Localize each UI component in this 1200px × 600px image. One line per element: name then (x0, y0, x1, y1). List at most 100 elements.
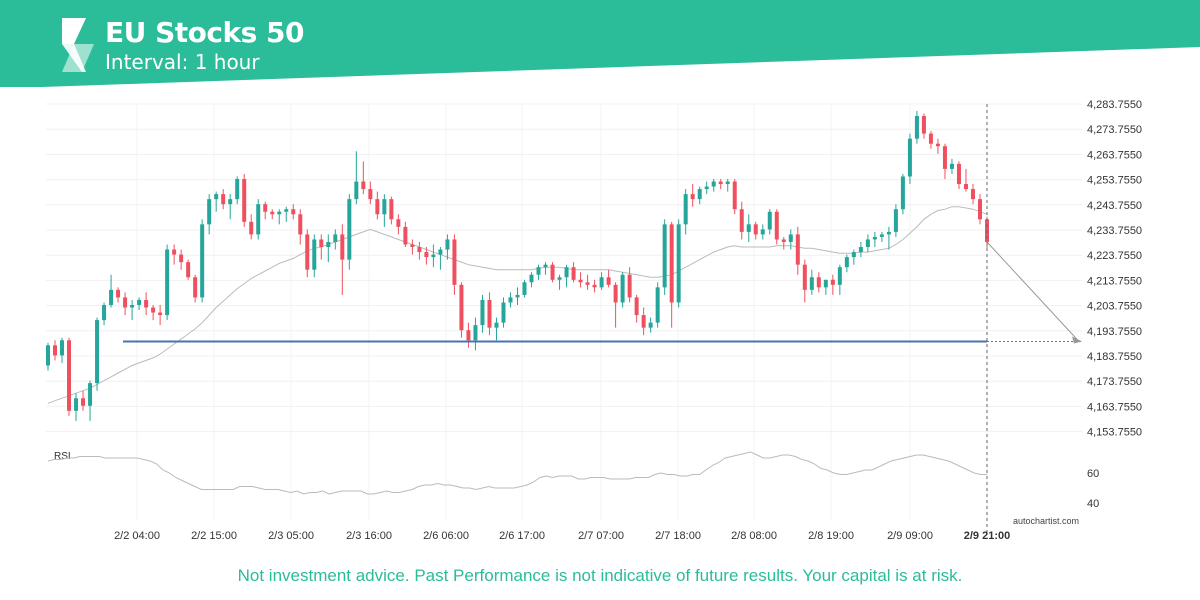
candle (368, 181, 373, 205)
candle-body (788, 234, 793, 242)
candle (228, 194, 233, 220)
candle (858, 241, 863, 258)
candle-body (438, 249, 443, 255)
candle (669, 221, 674, 328)
candle (81, 390, 86, 411)
candle-body (900, 176, 905, 210)
candle-body (921, 115, 926, 134)
candle-body (389, 199, 394, 220)
rsi-label: RSI (54, 451, 71, 462)
candle-body (291, 209, 296, 215)
candle (578, 272, 583, 288)
candle (795, 226, 800, 275)
candle-body (270, 211, 275, 215)
candle-body (704, 186, 709, 190)
candle-body (956, 163, 961, 185)
candle (186, 259, 191, 280)
candle-body (417, 247, 422, 253)
time-tick-label: 2/9 21:00 (964, 530, 1010, 542)
candle-body (949, 163, 954, 169)
time-tick-label: 2/7 18:00 (655, 530, 701, 542)
candle-body (256, 204, 261, 235)
candle (270, 209, 275, 220)
candle (732, 178, 737, 215)
candle-body (851, 252, 856, 258)
candle-body (641, 315, 646, 328)
candle (655, 282, 660, 328)
candle (242, 173, 247, 227)
candle (900, 173, 905, 215)
candle (508, 292, 513, 308)
candle-body (88, 383, 93, 406)
time-tick-label: 2/7 07:00 (578, 530, 624, 542)
candle-body (494, 322, 499, 328)
candle-body (627, 274, 632, 298)
candle-body (606, 277, 611, 285)
price-axis: 4,283.7550 4,273.7550 4,263.7550 4,253.7550… (1087, 99, 1142, 439)
candle-body (214, 194, 219, 200)
candle-body (893, 209, 898, 232)
candle (354, 151, 359, 205)
candle-body (46, 345, 50, 366)
candle-body (977, 199, 982, 220)
candle-body (382, 199, 387, 215)
candle-body (487, 299, 492, 328)
candle (67, 337, 72, 416)
time-tick-label: 2/2 04:00 (114, 530, 160, 542)
candle-body (697, 189, 702, 200)
time-tick-label: 2/2 15:00 (191, 530, 237, 542)
candle (620, 272, 625, 308)
candle (718, 178, 723, 190)
page-title: EU Stocks 50 (105, 16, 305, 49)
candle (333, 229, 338, 250)
candle (60, 337, 65, 363)
candle (424, 247, 429, 265)
candle (711, 178, 716, 192)
candle (886, 226, 891, 250)
candle (879, 231, 884, 242)
ma-line (47, 206, 988, 404)
candle-body (655, 287, 660, 323)
candle-body (872, 236, 877, 240)
rsi-panel: RSI 60 40 (47, 451, 1099, 510)
time-tick-label: 2/8 08:00 (731, 530, 777, 542)
candle (144, 292, 149, 316)
candle-body (354, 181, 359, 200)
candle-body (319, 239, 324, 248)
candle-body (403, 226, 408, 245)
chart-overlay (123, 104, 1082, 532)
candle-body (725, 181, 730, 185)
header-background (0, 0, 1200, 87)
candle-body (879, 234, 884, 237)
candle (326, 234, 331, 263)
candle (46, 342, 50, 371)
candle (627, 267, 632, 303)
candle (844, 254, 849, 273)
candle (452, 234, 457, 295)
candle (312, 234, 317, 278)
candle-body (249, 221, 254, 235)
candle (487, 292, 492, 336)
time-tick-label: 2/9 09:00 (887, 530, 933, 542)
candle-body (284, 209, 289, 212)
candle-body (746, 224, 751, 232)
candle (74, 393, 79, 421)
candle-body (963, 184, 968, 190)
candle-body (795, 234, 800, 265)
candle-body (81, 398, 86, 406)
candle-body (130, 304, 135, 308)
candle-body (298, 214, 303, 235)
candle-body (179, 254, 184, 263)
price-tick-label: 4,263.7550 (1087, 149, 1142, 161)
candle-body (137, 299, 142, 305)
candle-body (431, 254, 436, 258)
candle (907, 133, 912, 185)
candle-body (669, 224, 674, 303)
candle-body (648, 322, 653, 328)
price-tick-label: 4,183.7550 (1087, 351, 1142, 363)
candle-body (613, 284, 618, 303)
candle (459, 282, 464, 338)
candle (88, 380, 93, 421)
watermark: autochartist.com (1013, 516, 1079, 526)
candle (599, 272, 604, 290)
